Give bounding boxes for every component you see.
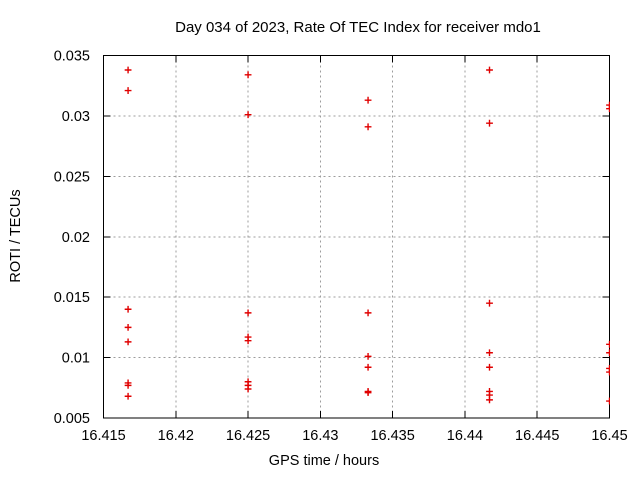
data-point-marker: [606, 397, 610, 405]
x-tick-label: 16.43: [302, 428, 338, 444]
x-tick-label: 16.415: [81, 428, 125, 444]
data-point-marker: [486, 363, 493, 371]
data-point-marker: [364, 96, 372, 104]
data-point-marker: [364, 309, 372, 317]
data-point-marker: [606, 340, 610, 348]
tick-labels: 16.415 16.42 16.425 16.43 16.435 16.44 16.445 1…: [54, 49, 628, 445]
data-point-marker: [364, 352, 372, 360]
data-point-marker: [364, 123, 372, 131]
gridlines: [103, 55, 610, 418]
y-tick-label: 0.015: [54, 290, 90, 306]
y-tick-label: 0.03: [62, 109, 90, 125]
data-point-marker: [124, 392, 132, 400]
y-tick-label: 0.02: [62, 230, 90, 246]
data-point-marker: [124, 381, 132, 389]
y-tick-label: 0.025: [54, 169, 90, 185]
data-point-marker: [486, 349, 493, 357]
data-point-marker: [606, 349, 610, 357]
data-point-marker: [606, 368, 610, 376]
data-point-marker: [606, 105, 610, 113]
x-tick-label: 16.435: [370, 428, 414, 444]
data-point-marker: [124, 87, 132, 94]
plot-border: [103, 55, 610, 419]
y-tick-label: 0.01: [62, 351, 90, 367]
data-point-marker: [364, 363, 372, 371]
data-point-marker: [244, 71, 252, 79]
data-point-marker: [244, 309, 252, 317]
data-point-marker: [124, 338, 132, 346]
data-point-marker: [486, 396, 493, 404]
x-tick-label: 16.44: [447, 428, 483, 444]
data-point-marker: [244, 111, 252, 119]
data-point-marker: [124, 323, 132, 331]
x-tick-label: 16.45: [591, 428, 627, 444]
data-point-marker: [124, 66, 132, 74]
y-tick-label: 0.005: [54, 411, 90, 427]
data-point-marker: [124, 305, 132, 313]
data-point-marker: [364, 389, 372, 397]
y-axis-label: ROTI / TECUs: [8, 189, 24, 282]
data-points-layer: [124, 66, 610, 405]
data-point-marker: [244, 385, 252, 393]
data-point-marker: [486, 119, 493, 127]
x-axis-label: GPS time / hours: [269, 453, 379, 469]
y-tick-label: 0.035: [54, 49, 90, 65]
x-tick-label: 16.425: [226, 428, 270, 444]
x-tick-label: 16.445: [515, 428, 559, 444]
data-point-marker: [244, 337, 252, 345]
chart-title: Day 034 of 2023, Rate Of TEC Index for r…: [175, 19, 541, 36]
data-point-marker: [486, 299, 493, 307]
x-tick-label: 16.42: [158, 428, 194, 444]
data-point-marker: [486, 66, 493, 74]
